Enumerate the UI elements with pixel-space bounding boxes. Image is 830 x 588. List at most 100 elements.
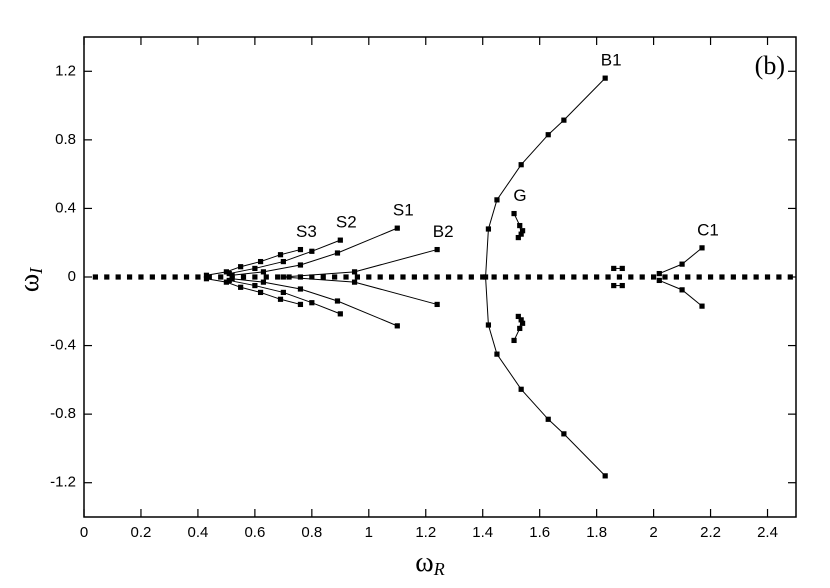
eigenvalue-marker (656, 277, 662, 284)
eigenvalue-marker (616, 274, 623, 280)
eigenvalue-marker (183, 274, 190, 280)
eigenvalue-marker (226, 270, 232, 277)
x-tick-label: 2 (649, 524, 657, 541)
y-tick-label: 0 (68, 268, 76, 285)
eigenvalue-marker (561, 117, 567, 123)
eigenvalue-marker (594, 274, 600, 280)
eigenvalue-marker (126, 274, 133, 280)
eigenvalue-marker (203, 272, 210, 278)
eigenvalue-marker (309, 248, 315, 254)
eigenvalue-marker (280, 289, 286, 296)
eigenvalue-marker (366, 274, 372, 280)
eigenvalue-marker (297, 286, 304, 292)
eigenvalue-marker (679, 261, 685, 267)
y-tick-label: 0.8 (55, 131, 76, 148)
eigenvalue-marker (679, 287, 685, 293)
eigenvalue-marker (343, 274, 349, 280)
eigenvalue-marker (297, 262, 304, 268)
eigenvalue-marker (517, 325, 523, 332)
eigenvalue-marker (545, 416, 551, 422)
x-tick-label: 1.6 (529, 524, 550, 541)
eigenvalue-marker (206, 274, 212, 280)
branch-label: S1 (393, 201, 414, 220)
eigenvalue-marker (776, 274, 782, 280)
eigenvalue-marker (519, 228, 526, 234)
y-label-subscript: I (26, 267, 46, 275)
y-axis-label: ωI (14, 267, 46, 292)
eigenvalue-marker (639, 274, 645, 280)
eigenvalue-marker (518, 386, 524, 392)
eigenvalue-marker (582, 274, 588, 280)
eigenvalue-marker (602, 75, 608, 81)
branch-line (229, 279, 341, 315)
eigenvalue-marker (545, 132, 551, 138)
eigenvalue-marker (337, 237, 343, 243)
eigenvalue-marker (394, 323, 400, 329)
x-tick-label: 0 (80, 524, 88, 541)
eigenvalue-marker (138, 274, 144, 280)
branch-line (206, 278, 301, 305)
eigenvalue-marker (115, 274, 121, 280)
eigenvalue-marker (561, 431, 567, 437)
eigenvalue-marker (277, 252, 284, 258)
eigenvalue-marker (226, 277, 232, 284)
eigenvalue-marker (263, 274, 269, 280)
eigenvalue-marker (161, 274, 167, 280)
eigenvalue-marker (656, 270, 662, 277)
eigenvalue-marker (602, 473, 608, 479)
eigenvalue-marker (218, 274, 224, 280)
y-tick-label: -0.4 (50, 337, 76, 354)
x-tick-label: 1.8 (586, 524, 607, 541)
branch-line (659, 247, 703, 275)
eigenvalue-marker (445, 274, 452, 280)
eigenvalue-marker (423, 274, 429, 280)
eigenvalue-marker (297, 274, 304, 280)
eigenvalue-marker (411, 274, 417, 280)
x-tick-label: 0.2 (131, 524, 152, 541)
eigenvalue-marker (260, 269, 267, 275)
eigenvalue-marker (229, 274, 235, 280)
eigenvalue-marker (753, 274, 759, 280)
eigenvalue-marker (92, 274, 98, 280)
eigenvalue-marker (519, 320, 526, 326)
eigenvalue-marker (685, 274, 691, 280)
eigenvalue-marker (351, 279, 358, 285)
eigenvalue-marker (605, 274, 611, 280)
eigenvalue-marker (277, 296, 284, 302)
y-tick-label: -1.2 (50, 474, 76, 491)
x-label-subscript: R (433, 559, 445, 579)
eigenvalue-marker (719, 274, 725, 280)
eigenvalue-marker (334, 250, 341, 256)
branch-label: B2 (433, 222, 454, 241)
eigenvalue-marker (480, 274, 486, 280)
eigenvalue-marker (518, 231, 524, 237)
eigenvalue-marker (457, 274, 463, 280)
eigenvalue-marker (354, 274, 361, 280)
branch-line (229, 239, 341, 275)
eigenvalue-marker (485, 226, 492, 232)
eigenvalue-marker (525, 274, 531, 280)
eigenvalue-marker (434, 301, 440, 308)
eigenvalue-marker (257, 258, 264, 265)
eigenvalue-marker (611, 265, 617, 272)
x-tick-label: 1 (365, 524, 373, 541)
x-tick-label: 0.6 (244, 524, 265, 541)
x-tick-label: 0.8 (301, 524, 322, 541)
eigenvalue-marker (320, 274, 326, 280)
eigenvalue-marker (286, 274, 292, 280)
eigenvalue-marker (377, 274, 383, 280)
eigenvalue-marker (571, 274, 577, 280)
eigenvalue-marker (628, 274, 634, 280)
eigenvalue-marker (223, 279, 229, 285)
eigenvalue-marker (559, 274, 566, 280)
eigenvalue-marker (400, 274, 406, 280)
x-label-symbol: ω (415, 547, 433, 578)
x-tick-label: 1.2 (415, 524, 436, 541)
eigenvalue-marker (511, 210, 517, 217)
eigenvalue-marker (252, 265, 258, 272)
eigenvalue-marker (764, 274, 771, 280)
y-tick-label: 1.2 (55, 62, 76, 79)
eigenvalue-marker (252, 282, 258, 289)
eigenvalue-marker (434, 246, 440, 253)
